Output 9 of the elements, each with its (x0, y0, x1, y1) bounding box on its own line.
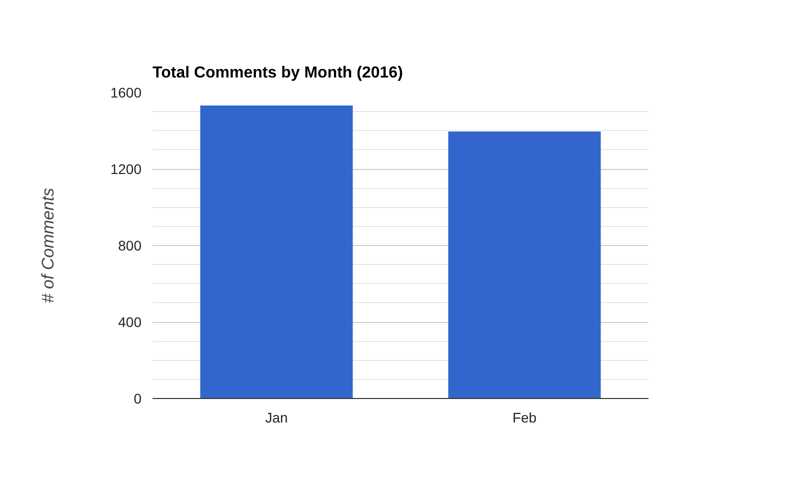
chart-title: Total Comments by Month (2016) (152, 64, 403, 82)
x-tick-label: Jan (265, 410, 288, 426)
y-tick-label: 1600 (110, 84, 142, 100)
y-tick-label: 800 (118, 238, 142, 254)
y-tick-label: 400 (118, 314, 142, 330)
x-tick-label: Feb (512, 410, 537, 426)
y-tick-label: 0 (134, 390, 142, 406)
y-tick-label: 1200 (110, 161, 142, 177)
y-axis-title: # of Comments (38, 187, 58, 304)
